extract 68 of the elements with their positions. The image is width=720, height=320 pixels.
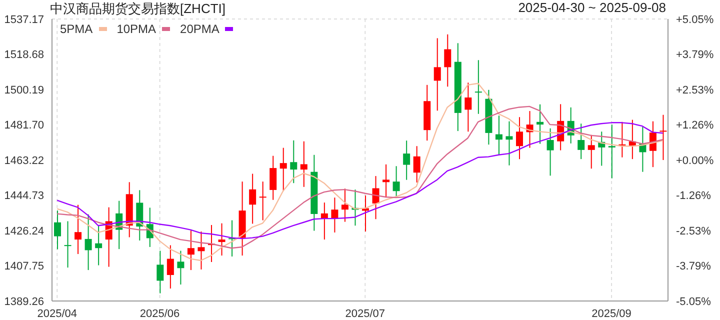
y-tick-label: 1500.19 (4, 84, 44, 96)
y2-tick-label: +0.00% (676, 154, 714, 167)
candlestick (300, 140, 308, 188)
candlestick (546, 128, 554, 176)
candlestick (516, 116, 523, 160)
candlestick (187, 230, 194, 271)
candlestick (74, 204, 82, 255)
legend-label: 20PMA (180, 22, 220, 36)
y-tick-label: 1407.75 (4, 260, 44, 273)
x-tick-label: 2025/04 (37, 308, 78, 320)
x-tick-label: 2025/06 (140, 308, 180, 320)
y-tick-label: 1537.17 (4, 14, 44, 26)
y2-tick-label: -5.05% (676, 296, 712, 308)
line-series (56, 106, 664, 249)
line-series (56, 82, 664, 262)
candlestick (290, 140, 298, 184)
candlestick (331, 197, 338, 233)
y-tick-label: 1481.70 (4, 120, 44, 132)
candlestick (474, 60, 482, 114)
candlestick (413, 146, 420, 184)
y-tick-label: 1518.68 (4, 49, 44, 62)
y-tick-label: 1444.73 (4, 190, 44, 202)
candlestick (403, 140, 410, 180)
y2-tick-label: +2.53% (676, 84, 714, 96)
candlestick (54, 210, 61, 250)
x-tick-label: 2025/07 (345, 308, 386, 320)
candlestick (434, 38, 441, 112)
candlestick (84, 214, 92, 271)
candlestick (578, 123, 585, 160)
chart-title: 中汉商品期货交易指数[ZHCTI] (50, 0, 226, 18)
candlestick (198, 231, 205, 270)
candlestick (156, 250, 164, 294)
y2-tick-label: -3.79% (676, 260, 712, 273)
candlestick (249, 173, 256, 224)
candlestick (464, 82, 472, 132)
candlestick (166, 244, 174, 290)
y-tick-label: 1426.24 (4, 225, 44, 238)
candlestick (382, 164, 390, 198)
candlestick (64, 220, 72, 268)
candlestick (95, 225, 102, 266)
y2-tick-label: +5.05% (676, 14, 714, 26)
legend-label: 10PMA (116, 22, 156, 36)
line-series (56, 122, 664, 240)
legend-label: 5PMA (60, 22, 93, 36)
candlestick (495, 115, 502, 156)
y2-tick-label: -2.53% (676, 226, 712, 238)
candlestick (218, 222, 226, 256)
candlestick (136, 190, 144, 241)
candlestick (588, 134, 595, 170)
y2-tick-label: +3.79% (676, 49, 714, 62)
candlestick (536, 104, 544, 144)
y2-tick-label: -1.26% (676, 190, 712, 202)
candlestick (259, 181, 266, 221)
y2-tick-label: +1.26% (676, 120, 714, 132)
candlestick (608, 124, 616, 179)
candlestick (444, 34, 452, 88)
candlestick (392, 166, 400, 198)
candlestick (506, 120, 513, 166)
y-tick-label: 1463.22 (4, 154, 44, 167)
x-tick-label: 2025/09 (592, 308, 632, 320)
candlestick (660, 114, 667, 161)
candlestick (341, 188, 348, 222)
candlestick (270, 155, 277, 200)
candlestick (177, 250, 184, 286)
candlestick (372, 176, 380, 220)
y-tick-label: 1389.26 (4, 296, 44, 308)
chart-subtitle: 2025-04-30 ~ 2025-09-08 (518, 0, 666, 15)
candlestick (280, 147, 287, 192)
